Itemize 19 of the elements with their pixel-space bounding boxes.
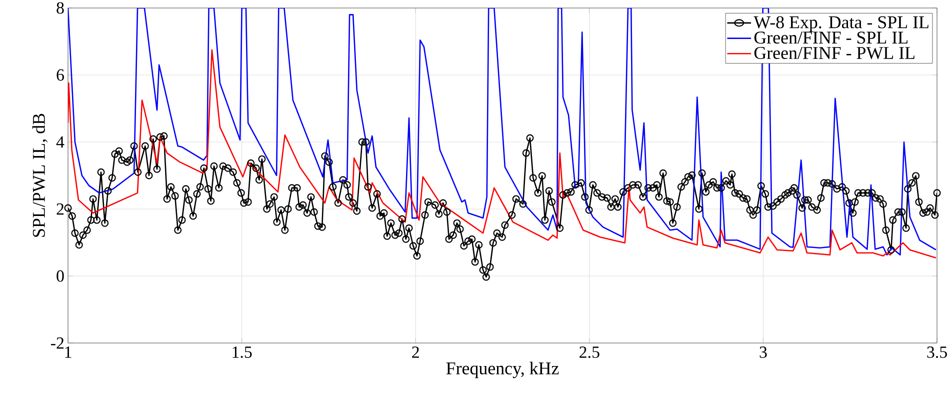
legend-label: Green/FINF - SPL IL (754, 32, 908, 44)
legend-label: W-8 Exp. Data - SPL IL (754, 16, 928, 32)
x-tick-label: 2 (412, 346, 419, 358)
x-axis-title: Frequency, kHz (446, 362, 559, 378)
y-axis-title: SPL/PWL IL, dB (32, 114, 48, 237)
y-tick-label: 4 (56, 136, 64, 148)
y-tick-label: 0 (56, 270, 64, 282)
x-tick-label: 2.5 (580, 346, 600, 358)
y-tick-label: 6 (56, 69, 64, 81)
y-tick-label: 2 (56, 203, 64, 215)
x-tick-label: 1.5 (232, 346, 252, 358)
legend-label: Green/FINF - PWL IL (754, 46, 914, 60)
x-tick-label: 3 (760, 346, 767, 358)
line-series (68, 49, 937, 259)
x-tick-label: 1 (65, 346, 72, 358)
y-tick-label: 8 (56, 2, 64, 14)
x-tick-label: 3.5 (927, 346, 947, 358)
y-tick-label: -2 (51, 337, 64, 349)
line-series (68, 8, 937, 256)
